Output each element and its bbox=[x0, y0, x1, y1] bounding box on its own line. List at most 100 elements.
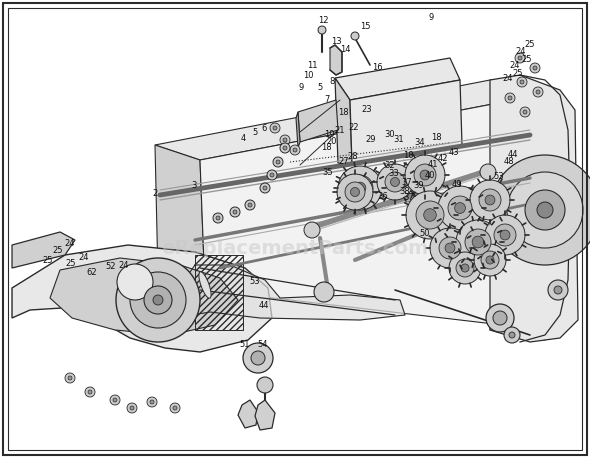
Text: 37: 37 bbox=[403, 193, 414, 202]
Text: 35: 35 bbox=[322, 168, 333, 177]
Text: 9: 9 bbox=[299, 83, 303, 93]
Ellipse shape bbox=[199, 272, 211, 298]
Text: 25: 25 bbox=[53, 245, 63, 255]
Circle shape bbox=[290, 145, 300, 155]
Circle shape bbox=[283, 138, 287, 142]
Circle shape bbox=[337, 174, 373, 210]
Text: 24: 24 bbox=[119, 261, 129, 270]
Circle shape bbox=[267, 170, 277, 180]
Text: 4: 4 bbox=[241, 134, 245, 143]
Circle shape bbox=[414, 164, 436, 186]
Circle shape bbox=[405, 155, 445, 195]
Circle shape bbox=[456, 220, 500, 264]
Text: 24: 24 bbox=[515, 47, 526, 56]
Circle shape bbox=[263, 186, 267, 190]
Circle shape bbox=[508, 96, 512, 100]
Circle shape bbox=[270, 173, 274, 177]
Text: 16: 16 bbox=[372, 63, 383, 72]
Polygon shape bbox=[330, 45, 342, 75]
Text: 22: 22 bbox=[349, 123, 359, 132]
Text: 36: 36 bbox=[377, 191, 388, 201]
Circle shape bbox=[448, 196, 472, 220]
Circle shape bbox=[280, 135, 290, 145]
Circle shape bbox=[377, 164, 413, 200]
Circle shape bbox=[318, 26, 326, 34]
Text: 30: 30 bbox=[384, 130, 395, 139]
Text: 24: 24 bbox=[64, 239, 75, 248]
Circle shape bbox=[273, 157, 283, 167]
Polygon shape bbox=[155, 80, 540, 160]
Circle shape bbox=[85, 387, 95, 397]
Circle shape bbox=[130, 406, 134, 410]
Circle shape bbox=[270, 123, 280, 133]
Text: 5: 5 bbox=[318, 83, 323, 93]
Circle shape bbox=[233, 210, 237, 214]
Circle shape bbox=[439, 237, 461, 259]
Text: 32: 32 bbox=[384, 161, 395, 170]
Polygon shape bbox=[50, 258, 238, 335]
Circle shape bbox=[490, 155, 590, 265]
Circle shape bbox=[537, 202, 553, 218]
Polygon shape bbox=[12, 232, 75, 268]
Circle shape bbox=[385, 172, 405, 192]
Polygon shape bbox=[12, 245, 272, 352]
Polygon shape bbox=[490, 80, 555, 340]
Circle shape bbox=[351, 32, 359, 40]
Text: 25: 25 bbox=[521, 55, 532, 64]
Polygon shape bbox=[335, 78, 352, 165]
Text: 7: 7 bbox=[324, 95, 330, 104]
Text: 13: 13 bbox=[331, 37, 342, 46]
Text: 27: 27 bbox=[338, 157, 349, 166]
Circle shape bbox=[548, 280, 568, 300]
Circle shape bbox=[420, 170, 430, 180]
Circle shape bbox=[509, 332, 515, 338]
Text: 25: 25 bbox=[525, 40, 535, 49]
Circle shape bbox=[505, 93, 515, 103]
Text: 24: 24 bbox=[509, 60, 520, 70]
Text: 23: 23 bbox=[362, 105, 372, 114]
Circle shape bbox=[293, 148, 297, 152]
Text: 25: 25 bbox=[42, 256, 53, 265]
Circle shape bbox=[283, 146, 287, 150]
Circle shape bbox=[438, 186, 482, 230]
Polygon shape bbox=[298, 100, 338, 142]
Text: 28: 28 bbox=[348, 152, 358, 161]
Circle shape bbox=[486, 256, 494, 264]
Circle shape bbox=[257, 377, 273, 393]
Text: 38: 38 bbox=[399, 187, 410, 196]
Text: 25: 25 bbox=[513, 69, 523, 78]
Text: 18: 18 bbox=[322, 143, 332, 153]
Circle shape bbox=[523, 110, 527, 114]
Text: 52: 52 bbox=[106, 262, 116, 271]
Text: eReplacementParts.com: eReplacementParts.com bbox=[162, 239, 428, 257]
Circle shape bbox=[517, 77, 527, 87]
Circle shape bbox=[304, 222, 320, 238]
Circle shape bbox=[416, 201, 444, 229]
Text: 53: 53 bbox=[493, 172, 504, 181]
Circle shape bbox=[494, 224, 516, 246]
Polygon shape bbox=[350, 80, 462, 165]
Circle shape bbox=[314, 282, 334, 302]
Text: 34: 34 bbox=[415, 138, 425, 147]
Text: 12: 12 bbox=[318, 16, 329, 25]
Circle shape bbox=[170, 403, 180, 413]
Circle shape bbox=[456, 259, 474, 277]
Circle shape bbox=[127, 403, 137, 413]
Circle shape bbox=[243, 343, 273, 373]
Circle shape bbox=[424, 209, 436, 221]
Text: 37: 37 bbox=[402, 178, 412, 187]
Circle shape bbox=[245, 200, 255, 210]
Text: 41: 41 bbox=[428, 160, 438, 169]
Circle shape bbox=[110, 395, 120, 405]
Circle shape bbox=[536, 90, 540, 94]
Circle shape bbox=[345, 182, 365, 202]
Circle shape bbox=[251, 351, 265, 365]
Text: 51: 51 bbox=[240, 340, 250, 349]
Circle shape bbox=[117, 264, 153, 300]
Circle shape bbox=[354, 182, 366, 194]
Circle shape bbox=[116, 258, 200, 342]
Circle shape bbox=[150, 400, 154, 404]
Circle shape bbox=[153, 295, 163, 305]
Circle shape bbox=[455, 202, 466, 213]
Text: 11: 11 bbox=[307, 60, 318, 70]
